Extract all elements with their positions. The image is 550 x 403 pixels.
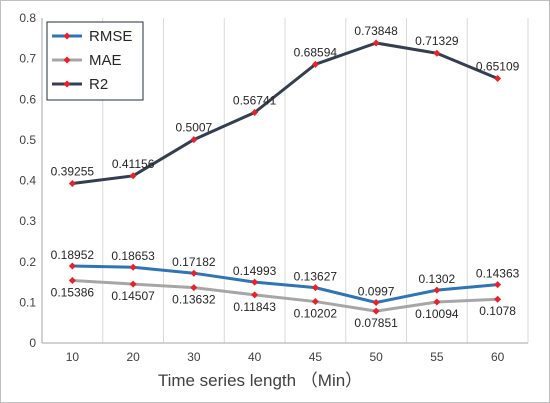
data-label-r2: 0.41156 [112,157,155,171]
x-tick-labels: 10 20 30 40 45 50 55 60 [66,350,505,364]
legend-marker-rmse [63,32,71,40]
data-labels: 0.18952 0.18653 0.17182 0.14993 0.13627 0.099… [51,24,520,330]
legend: RMSE MAE R2 [46,21,144,101]
data-label-r2: 0.68594 [294,45,338,59]
data-label-mae: 0.15386 [51,285,95,299]
data-point-mae [372,307,380,315]
data-point-rmse [129,263,137,271]
y-tick-label: 0.7 [19,52,36,66]
x-tick-label: 50 [369,350,383,364]
data-point-rmse [68,262,76,270]
series-line-rmse [72,264,498,304]
x-tick-label: 40 [248,350,262,364]
data-point-r2 [311,60,319,68]
data-point-mae [190,284,198,292]
data-point-rmse [494,281,502,289]
data-point-r2 [129,172,137,180]
series-markers [68,39,502,315]
series-lines [72,41,499,313]
data-label-r2: 0.56741 [233,93,277,107]
data-point-r2 [68,180,76,188]
data-label-mae: 0.13632 [172,293,216,307]
x-tick-label: 55 [430,350,444,364]
legend-label-r2: R2 [89,76,108,93]
data-point-rmse [372,298,380,306]
data-label-mae: 0.11843 [233,300,276,314]
data-point-rmse [190,269,198,277]
y-tick-label: 0.1 [19,295,36,309]
data-label-mae: 0.07851 [354,316,398,330]
data-point-r2 [433,49,441,57]
data-label-rmse: 0.0997 [358,284,395,298]
data-point-rmse [311,284,319,292]
y-tick-label: 0.2 [19,255,36,269]
x-tick-label: 45 [309,350,323,364]
data-label-r2: 0.65109 [476,59,520,73]
axes [41,18,528,344]
data-point-r2 [251,108,259,116]
x-tick-label: 20 [126,350,140,364]
data-label-rmse: 0.1302 [419,272,456,286]
data-label-r2: 0.73848 [354,24,398,38]
data-label-mae: 0.1078 [479,304,516,318]
y-tick-label: 0 [29,336,36,350]
data-label-mae: 0.14507 [111,289,155,303]
data-label-r2: 0.39255 [51,165,95,179]
data-point-mae [311,298,319,306]
data-point-mae [251,291,259,299]
data-point-r2 [372,39,380,47]
data-label-mae: 0.10202 [294,307,338,321]
x-tick-label: 10 [66,350,80,364]
series-line-r2 [72,41,499,186]
data-label-rmse: 0.17182 [172,255,216,269]
data-point-mae [68,276,76,284]
data-point-mae [494,295,502,303]
data-point-rmse [433,286,441,294]
data-point-mae [433,298,441,306]
data-label-rmse: 0.14363 [476,267,520,281]
data-point-r2 [190,136,198,144]
data-label-r2: 0.71329 [415,34,459,48]
y-tick-label: 0.3 [19,214,36,228]
data-label-rmse: 0.14993 [233,264,277,278]
data-point-r2 [494,74,502,82]
legend-marker-r2 [63,80,71,88]
y-tick-label: 0.8 [19,11,36,25]
data-point-mae [129,280,137,288]
data-label-rmse: 0.13627 [294,270,338,284]
y-tick-label: 0.4 [19,174,36,188]
data-label-rmse: 0.18952 [51,248,95,262]
data-label-r2: 0.5007 [176,121,213,135]
data-label-rmse: 0.18653 [111,249,155,263]
series-line-mae [72,278,498,313]
y-tick-label: 0.6 [19,92,36,106]
data-point-rmse [251,278,259,286]
legend-label-mae: MAE [89,52,122,69]
x-axis-title: Time series length （Min） [158,371,362,390]
y-tick-label: 0.5 [19,133,36,147]
x-tick-label: 60 [491,350,505,364]
legend-marker-mae [63,56,71,64]
legend-label-rmse: RMSE [89,28,132,45]
y-tick-labels: 0 0.1 0.2 0.3 0.4 0.5 0.6 0.7 0.8 [19,11,36,350]
x-tick-label: 30 [187,350,201,364]
data-label-mae: 0.10094 [415,307,459,321]
